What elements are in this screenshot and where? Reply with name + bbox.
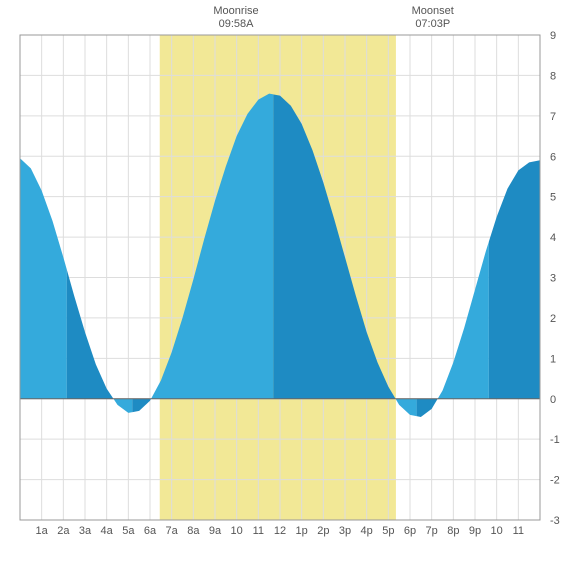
svg-text:12: 12 bbox=[274, 525, 286, 537]
svg-text:-1: -1 bbox=[550, 434, 560, 446]
svg-text:6p: 6p bbox=[404, 525, 416, 537]
svg-text:8a: 8a bbox=[187, 525, 200, 537]
svg-text:3: 3 bbox=[550, 273, 556, 285]
svg-text:4a: 4a bbox=[101, 525, 114, 537]
svg-text:8: 8 bbox=[550, 70, 556, 82]
svg-text:8p: 8p bbox=[447, 525, 459, 537]
svg-text:0: 0 bbox=[550, 394, 556, 406]
svg-text:7a: 7a bbox=[166, 525, 179, 537]
svg-text:2p: 2p bbox=[317, 525, 329, 537]
svg-text:9p: 9p bbox=[469, 525, 481, 537]
svg-text:09:58A: 09:58A bbox=[219, 18, 255, 30]
svg-text:11: 11 bbox=[513, 525, 524, 537]
svg-text:1a: 1a bbox=[36, 525, 49, 537]
svg-text:1: 1 bbox=[550, 353, 556, 365]
svg-text:5a: 5a bbox=[122, 525, 135, 537]
svg-text:9a: 9a bbox=[209, 525, 222, 537]
svg-text:Moonrise: Moonrise bbox=[213, 5, 258, 17]
svg-text:-3: -3 bbox=[550, 515, 560, 527]
svg-text:6: 6 bbox=[550, 151, 556, 163]
svg-text:3a: 3a bbox=[79, 525, 92, 537]
tide-chart: 1a2a3a4a5a6a7a8a9a1011121p2p3p4p5p6p7p8p… bbox=[0, 0, 570, 570]
svg-text:-2: -2 bbox=[550, 475, 560, 487]
svg-text:1p: 1p bbox=[296, 525, 308, 537]
svg-text:07:03P: 07:03P bbox=[415, 18, 450, 30]
svg-text:10: 10 bbox=[231, 525, 243, 537]
svg-text:4p: 4p bbox=[361, 525, 373, 537]
svg-text:3p: 3p bbox=[339, 525, 351, 537]
svg-text:6a: 6a bbox=[144, 525, 157, 537]
svg-text:9: 9 bbox=[550, 30, 556, 42]
svg-text:7p: 7p bbox=[426, 525, 438, 537]
svg-text:Moonset: Moonset bbox=[412, 5, 454, 17]
svg-text:11: 11 bbox=[253, 525, 264, 537]
svg-text:2a: 2a bbox=[57, 525, 70, 537]
chart-svg: 1a2a3a4a5a6a7a8a9a1011121p2p3p4p5p6p7p8p… bbox=[0, 0, 570, 570]
svg-text:5p: 5p bbox=[382, 525, 394, 537]
svg-text:5: 5 bbox=[550, 192, 556, 204]
svg-text:4: 4 bbox=[550, 232, 556, 244]
svg-text:7: 7 bbox=[550, 111, 556, 123]
svg-text:2: 2 bbox=[550, 313, 556, 325]
svg-text:10: 10 bbox=[491, 525, 503, 537]
